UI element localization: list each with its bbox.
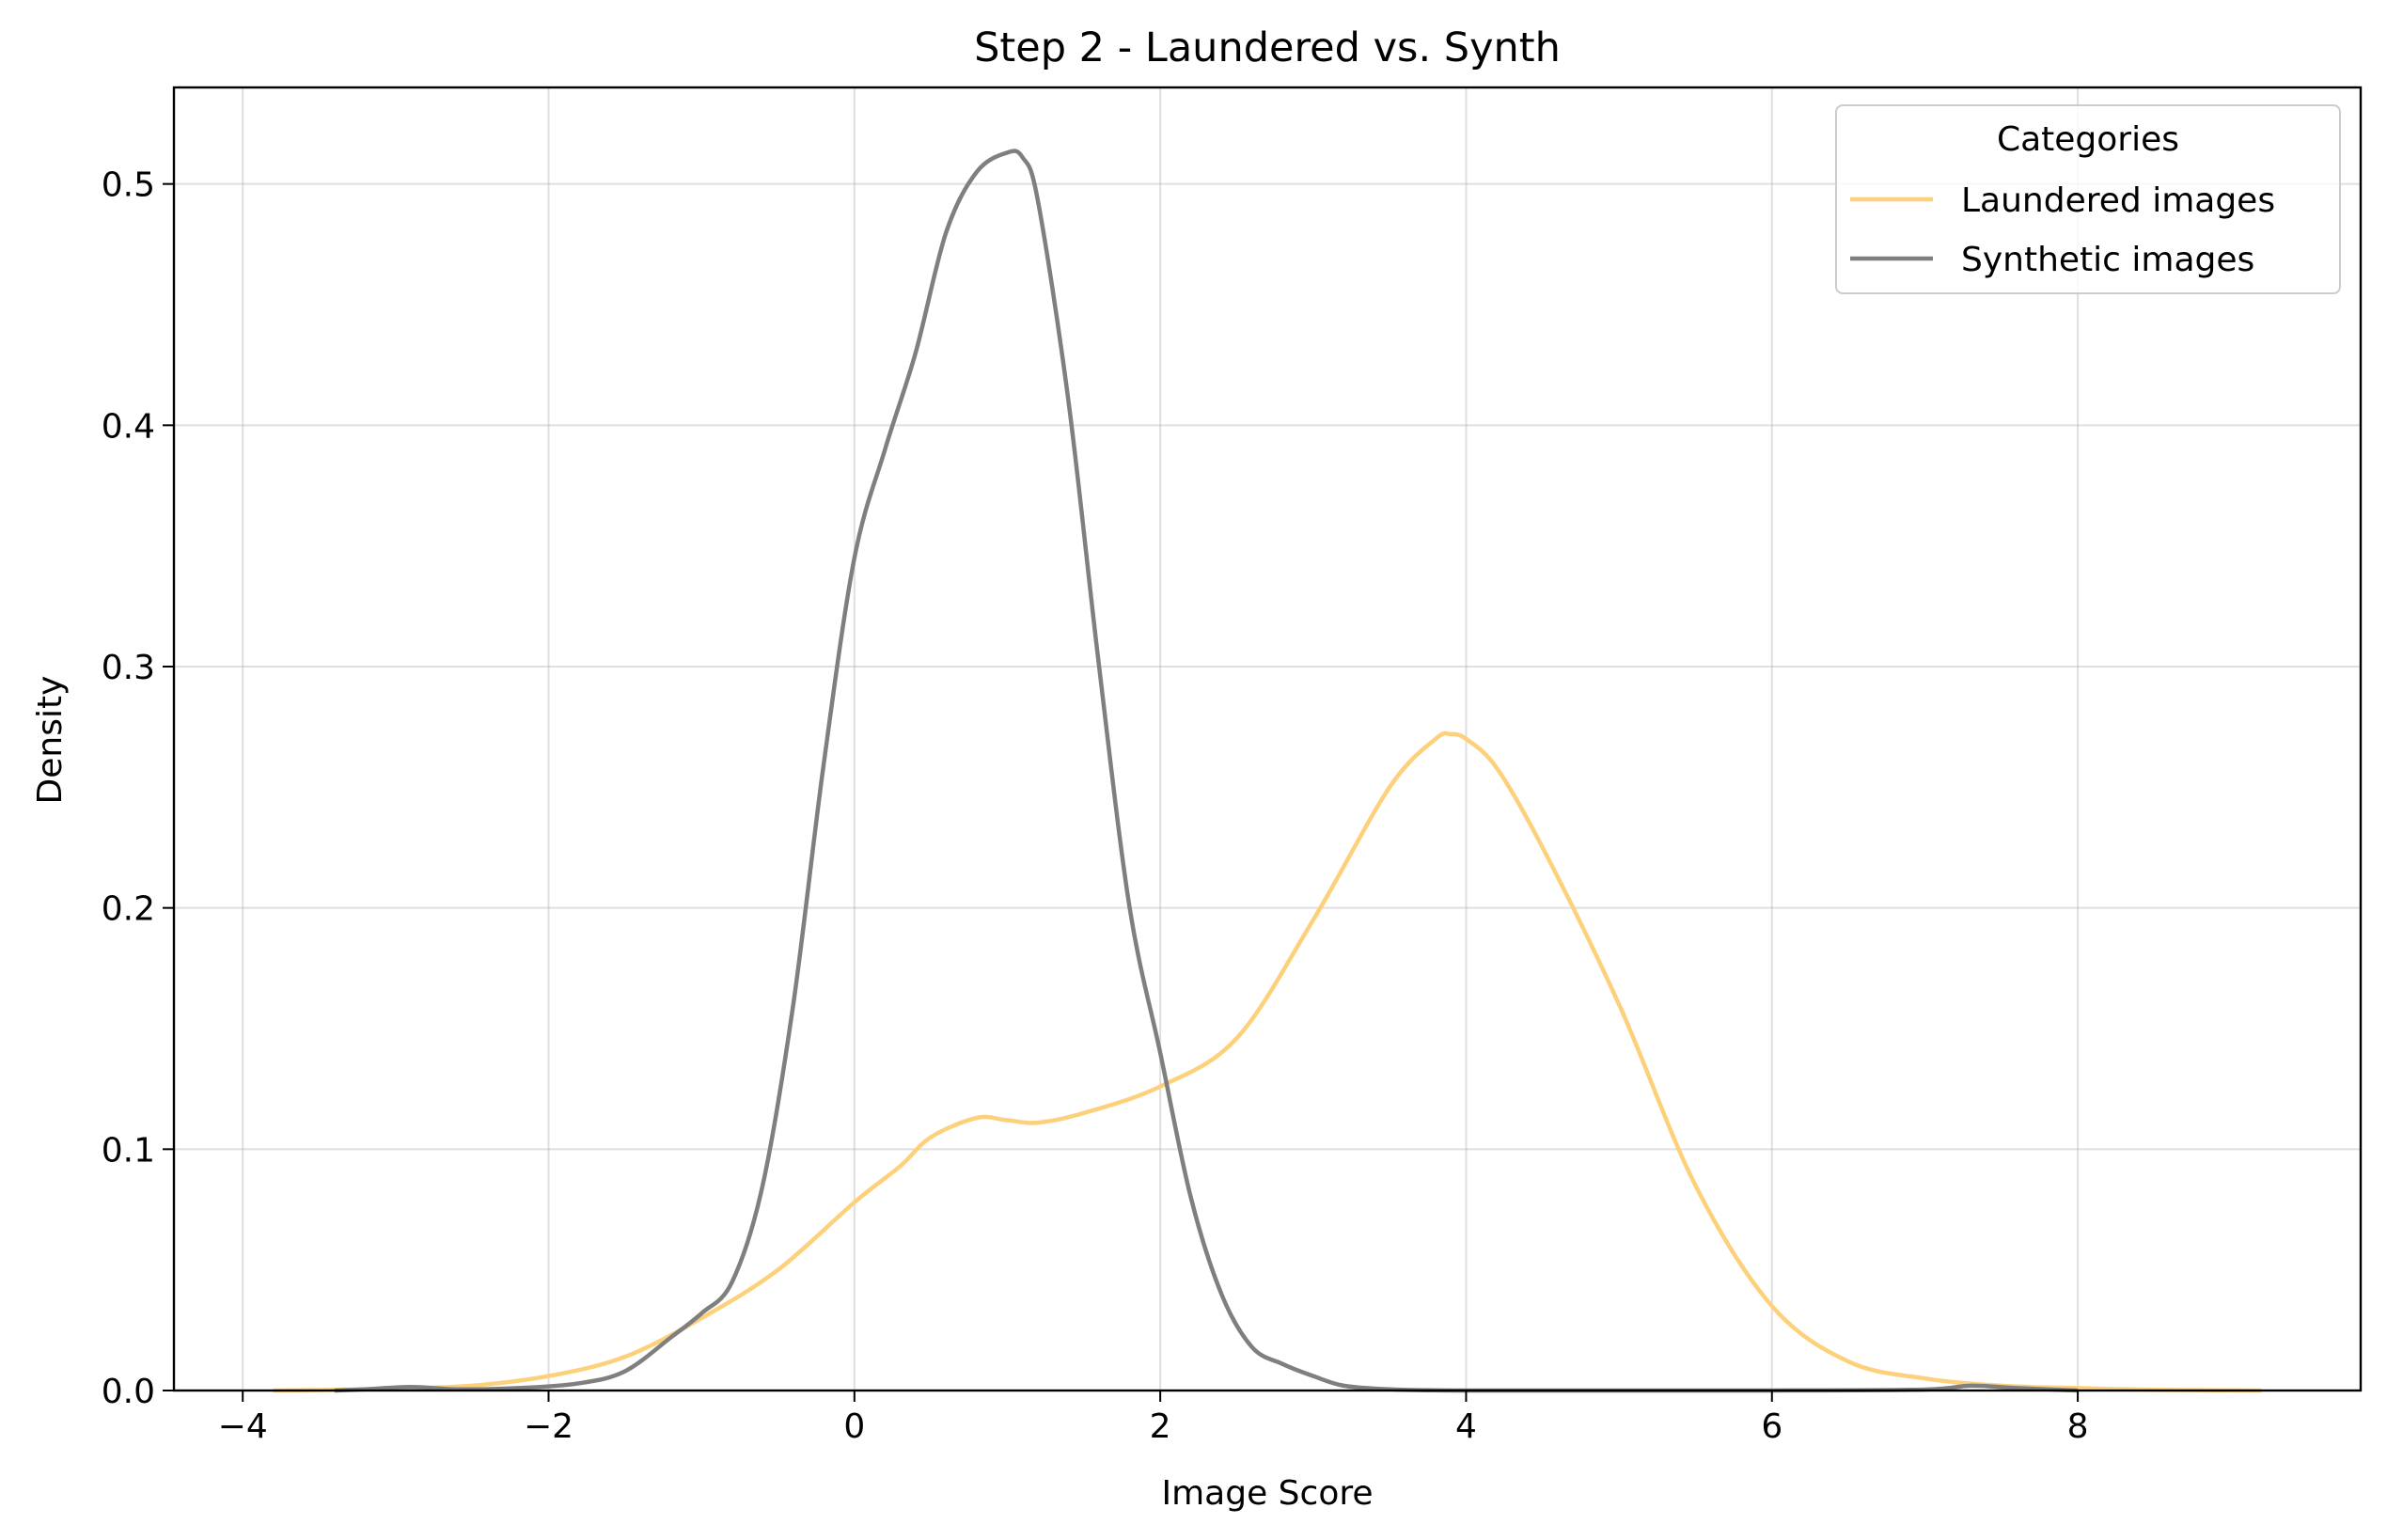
y-tick-label: 0.3 [102, 649, 155, 687]
y-tick-label: 0.0 [102, 1373, 155, 1411]
x-tick-label: 6 [1761, 1407, 1782, 1446]
legend-label-synthetic: Synthetic images [1961, 241, 2254, 279]
y-axis-ticks: 0.0 0.1 0.2 0.3 0.4 0.5 [102, 166, 174, 1411]
y-tick-label: 0.4 [102, 407, 155, 446]
legend-box [1835, 104, 2341, 294]
x-tick-label: −4 [218, 1407, 268, 1446]
x-tick-label: −2 [524, 1407, 573, 1446]
y-axis-label: Density [31, 676, 70, 805]
plot-frame [172, 86, 2363, 1392]
y-tick-label: 0.2 [102, 890, 155, 929]
x-tick-label: 8 [2067, 1407, 2089, 1446]
x-tick-label: 2 [1150, 1407, 1171, 1446]
laundered-images-line [273, 731, 2262, 1393]
legend: Categories Laundered images Synthetic im… [1835, 104, 2341, 294]
x-tick-label: 0 [843, 1407, 865, 1446]
legend-title: Categories [1997, 120, 2179, 159]
chart-title: Step 2 - Laundered vs. Synth [974, 24, 1561, 71]
x-axis-label: Image Score [1161, 1474, 1373, 1513]
y-tick-label: 0.1 [102, 1131, 155, 1170]
x-axis-ticks: −4 −2 0 2 4 6 8 [218, 1391, 2089, 1446]
x-tick-label: 4 [1455, 1407, 1477, 1446]
legend-label-laundered: Laundered images [1961, 181, 2275, 220]
y-tick-label: 0.5 [102, 166, 155, 205]
